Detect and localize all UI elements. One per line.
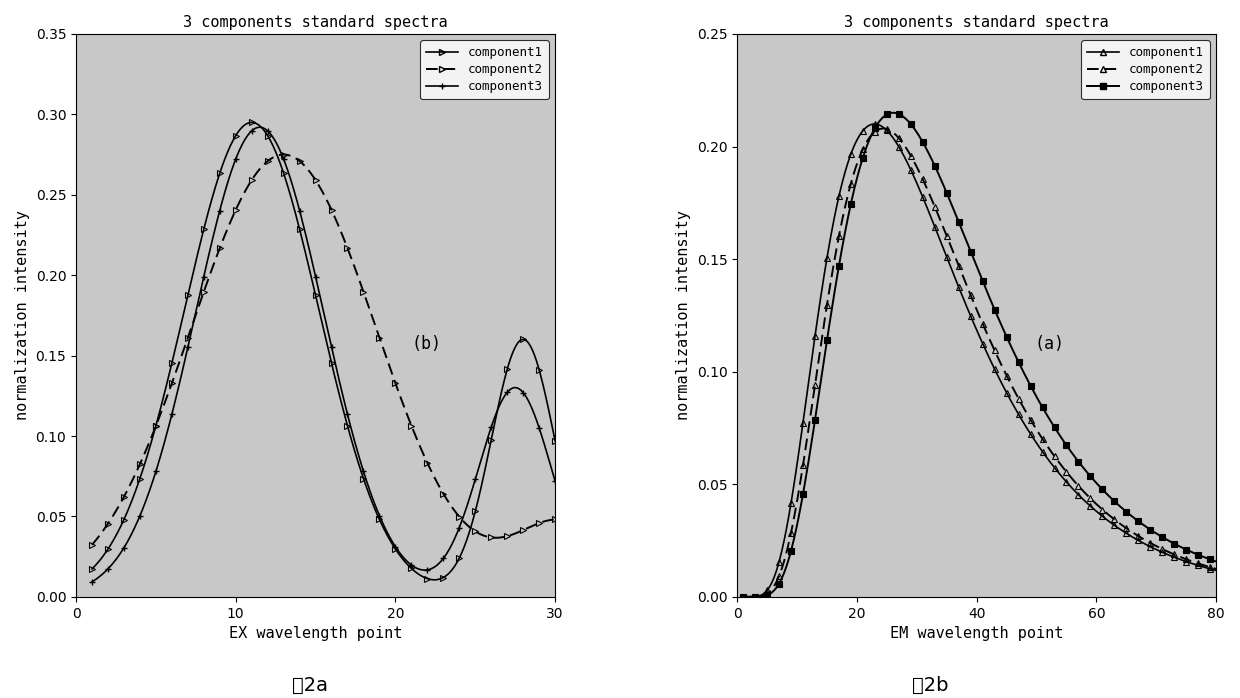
Text: 图2b: 图2b (911, 676, 949, 695)
Title: 3 components standard spectra: 3 components standard spectra (184, 15, 448, 30)
Title: 3 components standard spectra: 3 components standard spectra (844, 15, 1109, 30)
Text: (b): (b) (412, 335, 441, 353)
Text: (a): (a) (1034, 335, 1064, 353)
Text: 图2a: 图2a (291, 676, 329, 695)
X-axis label: EX wavelength point: EX wavelength point (229, 626, 402, 641)
X-axis label: EM wavelength point: EM wavelength point (890, 626, 1064, 641)
Y-axis label: normalization intensity: normalization intensity (15, 211, 30, 420)
Legend: component1, component2, component3: component1, component2, component3 (1081, 40, 1210, 99)
Y-axis label: normalization intensity: normalization intensity (676, 211, 691, 420)
Legend: component1, component2, component3: component1, component2, component3 (420, 40, 549, 99)
